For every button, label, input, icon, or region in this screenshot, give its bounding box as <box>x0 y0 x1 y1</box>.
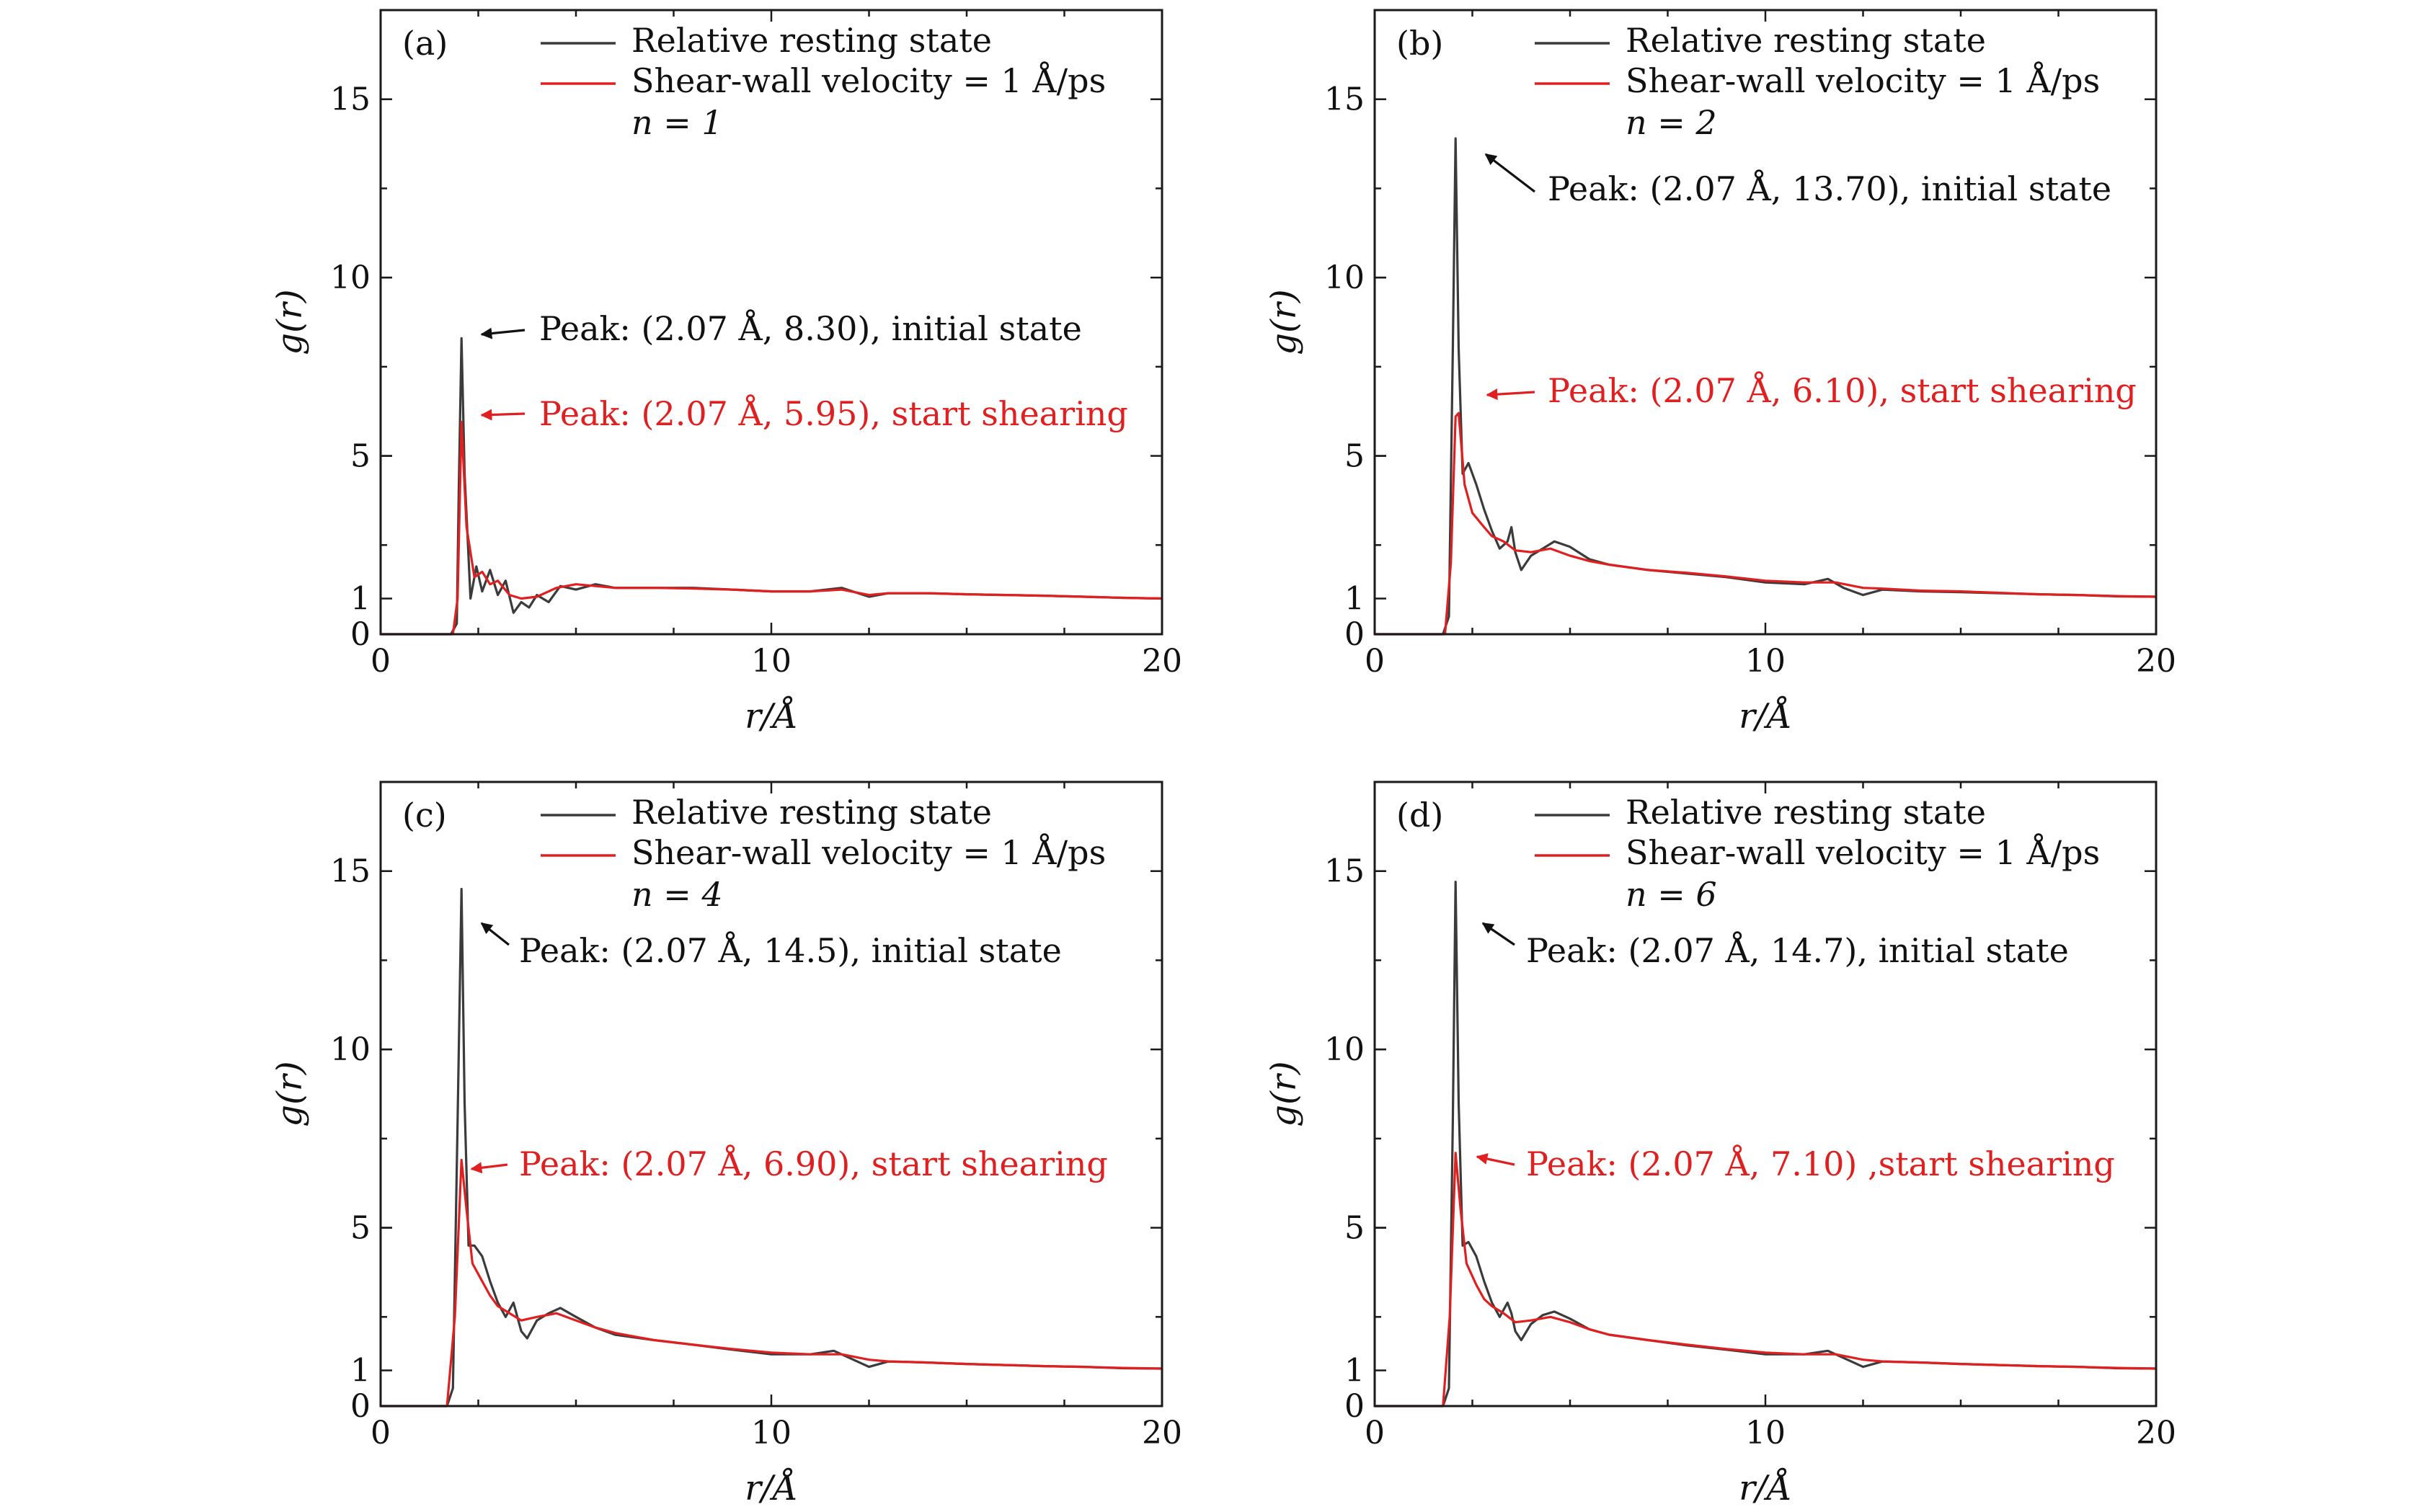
legend-label: Relative resting state <box>1626 793 1986 832</box>
legend-label: Shear-wall velocity = 1 Å/ps <box>1626 832 2100 872</box>
n-label: n = 6 <box>1626 875 1717 914</box>
y-axis-title: g(r) <box>270 289 310 355</box>
y-tick-label: 0 <box>1344 1388 1365 1425</box>
x-tick-label: 10 <box>1745 1415 1786 1451</box>
panel-label: (c) <box>402 796 447 835</box>
initial-peak-annotation: Peak: (2.07 Å, 14.7), initial state <box>1526 930 2069 970</box>
y-tick-label: 0 <box>350 1388 371 1425</box>
x-axis-title: r/Å <box>745 1467 798 1508</box>
y-tick-label: 10 <box>330 1031 371 1068</box>
series-line-shear <box>1375 1152 2157 1408</box>
initial-peak-annotation: Peak: (2.07 Å, 8.30), initial state <box>539 308 1082 348</box>
x-tick-label: 20 <box>2136 1415 2176 1451</box>
y-tick-label: 1 <box>1344 581 1365 618</box>
plot-frame <box>1373 781 2158 1408</box>
x-tick-label: 20 <box>1142 1415 1182 1451</box>
x-tick-label: 20 <box>1142 643 1182 680</box>
y-tick-label: 5 <box>350 1210 371 1247</box>
y-tick-label: 5 <box>1344 438 1365 475</box>
y-tick-label: 10 <box>1324 1031 1365 1068</box>
y-tick-label: 5 <box>350 438 371 475</box>
y-tick-label: 1 <box>1344 1353 1365 1389</box>
x-tick-label: 0 <box>371 643 391 680</box>
n-label: n = 2 <box>1626 103 1717 142</box>
series-line-shear <box>1375 412 2157 636</box>
y-tick-label: 10 <box>1324 259 1365 296</box>
initial-peak-arrow <box>480 922 510 946</box>
shear-peak-arrow <box>1486 388 1535 401</box>
legend-label: Shear-wall velocity = 1 Å/ps <box>631 832 1106 872</box>
y-tick-label: 1 <box>350 581 371 618</box>
y-axis-title: g(r) <box>1264 289 1304 355</box>
plot-frame <box>379 781 1163 1408</box>
shear-peak-annotation: Peak: (2.07 Å, 6.10), start shearing <box>1548 370 2137 410</box>
series-line-shear <box>381 421 1163 636</box>
initial-peak-annotation: Peak: (2.07 Å, 13.70), initial state <box>1548 169 2111 208</box>
y-tick-label: 15 <box>1324 81 1365 118</box>
shear-peak-annotation: Peak: (2.07 Å, 5.95), start shearing <box>539 393 1128 433</box>
shear-peak-arrow <box>470 1162 508 1174</box>
x-tick-label: 20 <box>2136 643 2176 680</box>
series-line-shear <box>381 1158 1163 1408</box>
panel-label: (d) <box>1396 796 1443 835</box>
panel-label: (a) <box>402 24 448 63</box>
x-tick-label: 10 <box>751 1415 792 1451</box>
shear-peak-arrow <box>1476 1153 1515 1166</box>
n-label: n = 1 <box>631 103 723 142</box>
initial-peak-arrow <box>1481 922 1515 946</box>
x-tick-label: 0 <box>371 1415 391 1451</box>
shear-peak-annotation: Peak: (2.07 Å, 7.10) ,start shearing <box>1526 1144 2115 1183</box>
y-tick-label: 0 <box>1344 616 1365 653</box>
x-tick-label: 0 <box>1365 1415 1385 1451</box>
y-tick-label: 15 <box>330 81 371 118</box>
initial-peak-arrow <box>1484 153 1535 193</box>
x-tick-label: 10 <box>1745 643 1786 680</box>
y-tick-label: 15 <box>1324 853 1365 890</box>
x-axis-title: r/Å <box>1739 695 1792 737</box>
legend-label: Relative resting state <box>631 793 992 832</box>
legend-label: Relative resting state <box>1626 21 1986 60</box>
shear-peak-arrow <box>480 409 526 421</box>
y-tick-label: 15 <box>330 853 371 890</box>
y-axis-title: g(r) <box>270 1061 310 1126</box>
x-axis-title: r/Å <box>745 695 798 737</box>
x-axis-title: r/Å <box>1739 1467 1792 1508</box>
x-tick-label: 0 <box>1365 643 1385 680</box>
panel-label: (b) <box>1396 24 1443 63</box>
y-axis-title: g(r) <box>1264 1061 1304 1126</box>
legend-label: Shear-wall velocity = 1 Å/ps <box>631 61 1106 100</box>
y-tick-label: 5 <box>1344 1210 1365 1247</box>
shear-peak-annotation: Peak: (2.07 Å, 6.90), start shearing <box>519 1144 1108 1183</box>
legend-label: Relative resting state <box>631 21 992 60</box>
series-line-resting <box>381 337 1163 636</box>
y-tick-label: 0 <box>350 616 371 653</box>
n-label: n = 4 <box>631 875 723 914</box>
y-tick-label: 1 <box>350 1353 371 1389</box>
y-tick-label: 10 <box>330 259 371 296</box>
plot-frame <box>1373 9 2158 636</box>
initial-peak-annotation: Peak: (2.07 Å, 14.5), initial state <box>519 930 1062 970</box>
initial-peak-arrow <box>480 327 526 339</box>
x-tick-label: 10 <box>751 643 792 680</box>
legend-label: Shear-wall velocity = 1 Å/ps <box>1626 61 2100 100</box>
